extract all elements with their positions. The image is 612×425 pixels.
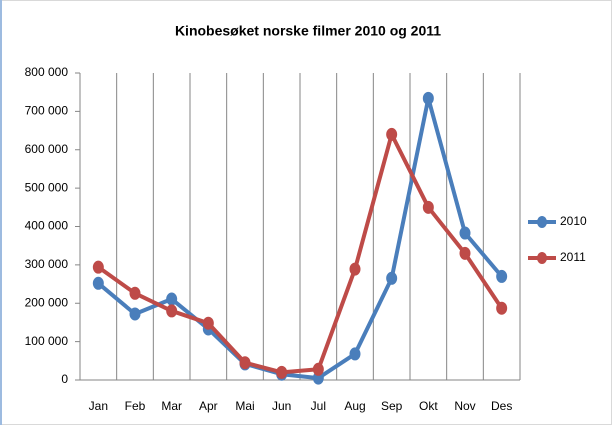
x-tick-label: Apr	[199, 399, 218, 413]
y-tick-label: 0	[61, 372, 68, 386]
point-marker	[496, 269, 508, 283]
y-tick-label: 500 000	[25, 180, 69, 194]
x-tick-label: Aug	[344, 399, 365, 413]
legend-label: 2010	[560, 214, 587, 228]
y-tick-label: 600 000	[25, 142, 69, 156]
point-marker	[349, 347, 361, 361]
x-tick-label: Jul	[311, 399, 326, 413]
point-marker	[276, 365, 288, 379]
legend-label: 2011	[560, 250, 586, 264]
point-marker	[92, 276, 104, 290]
point-marker	[496, 301, 508, 315]
point-marker	[92, 260, 104, 274]
y-tick-label: 100 000	[25, 334, 69, 348]
point-marker	[386, 127, 398, 141]
point-marker	[422, 200, 434, 214]
point-marker	[312, 362, 324, 376]
point-marker	[422, 91, 434, 105]
x-tick-label: Jan	[89, 399, 108, 413]
point-marker	[349, 262, 361, 276]
point-marker	[129, 286, 141, 300]
point-marker	[459, 246, 471, 260]
legend-marker	[537, 216, 547, 228]
y-tick-label: 300 000	[25, 257, 69, 271]
x-tick-label: Okt	[419, 399, 438, 413]
series-line	[97, 96, 504, 381]
chart-title: Kinobesøket norske filmer 2010 og 2011	[175, 23, 441, 39]
y-tick-label: 700 000	[25, 104, 69, 118]
point-marker	[459, 226, 471, 240]
point-marker	[129, 307, 141, 321]
x-tick-label: Mai	[235, 399, 254, 413]
x-tick-label: Nov	[454, 399, 475, 413]
x-tick-label: Mar	[161, 399, 182, 413]
point-marker	[386, 271, 398, 285]
point-marker	[202, 316, 214, 330]
point-marker	[239, 356, 251, 370]
y-tick-label: 200 000	[25, 295, 69, 309]
point-marker	[166, 304, 178, 318]
x-tick-label: Des	[491, 399, 512, 413]
y-tick-label: 400 000	[25, 219, 69, 233]
series-line	[97, 132, 504, 375]
x-tick-label: Jun	[272, 399, 291, 413]
point-marker	[166, 292, 178, 306]
x-tick-label: Sep	[381, 399, 403, 413]
legend-marker	[537, 252, 547, 264]
x-tick-label: Feb	[125, 399, 146, 413]
y-tick-label: 800 000	[25, 65, 69, 79]
